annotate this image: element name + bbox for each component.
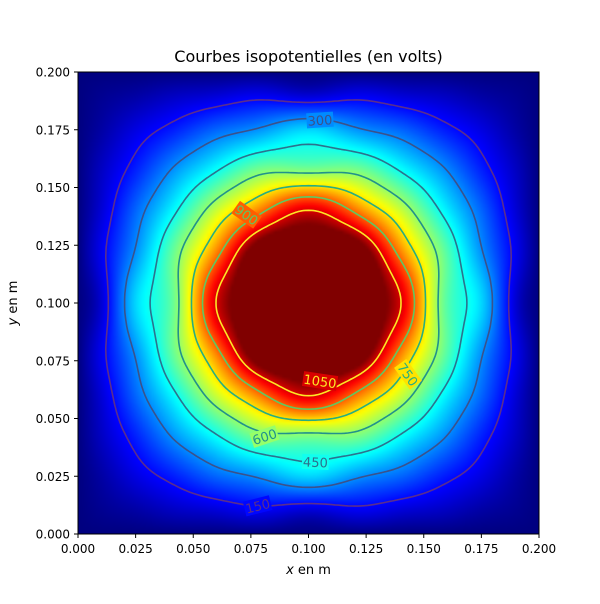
y-axis: 0.000 0.025 0.050 0.075 0.100 0.125 0.150 0.175… — [36, 66, 78, 542]
contour-label-gap-900 — [231, 200, 262, 229]
y-tick-label: 0.200 — [36, 66, 70, 80]
y-tick-label: 0.100 — [36, 297, 70, 311]
x-axis-label: x en m — [285, 563, 331, 578]
contour-label-text-450: 450 — [303, 455, 328, 471]
contour-label-450: 450 — [301, 453, 330, 471]
y-axis-label-var: y — [6, 317, 21, 326]
x-tick-label: 0.125 — [349, 542, 383, 556]
contour-line-150 — [105, 99, 512, 507]
contour-line-900 — [201, 196, 416, 410]
y-tick-label: 0.025 — [36, 470, 70, 484]
x-tick-label: 0.000 — [61, 542, 95, 556]
contour-label-600: 600 — [249, 425, 280, 449]
x-tick-label: 0.150 — [407, 542, 441, 556]
contour-label-gap-750 — [394, 359, 422, 390]
contour-label-text-600: 600 — [251, 427, 279, 449]
x-axis-label-rest: en m — [294, 563, 331, 578]
y-tick-label: 0.000 — [36, 528, 70, 542]
y-tick-label: 0.050 — [36, 412, 70, 426]
x-tick-label: 0.075 — [234, 542, 268, 556]
y-tick-label: 0.150 — [36, 181, 70, 195]
contour-label-gap-150 — [242, 495, 273, 517]
contour-label-text-150: 150 — [244, 497, 272, 518]
contour-label-gap-600 — [249, 425, 280, 448]
x-tick-label: 0.175 — [464, 542, 498, 556]
y-tick-label: 0.175 — [36, 123, 70, 137]
contour-label-text-1050: 1050 — [302, 373, 337, 393]
x-axis-label-var: x — [285, 563, 294, 578]
contour-line-300 — [123, 117, 494, 489]
contour-line-1050 — [215, 209, 402, 397]
x-tick-label: 0.100 — [291, 542, 325, 556]
y-axis-label-rest: en m — [6, 281, 21, 318]
y-tick-label: 0.125 — [36, 239, 70, 253]
contour-label-1050: 1050 — [301, 371, 339, 393]
x-axis: 0.000 0.025 0.050 0.075 0.100 0.125 0.150 0.175… — [61, 534, 556, 556]
contour-label-gap-1050 — [301, 371, 339, 391]
x-tick-label: 0.200 — [522, 542, 556, 556]
contour-label-text-300: 300 — [307, 113, 333, 130]
x-tick-label: 0.025 — [118, 542, 152, 556]
contour-label-750: 750 — [393, 359, 422, 390]
contour-label-gap-300 — [306, 111, 334, 129]
chart-title: Courbes isopotentielles (en volts) — [174, 47, 443, 66]
contour-label-150: 150 — [242, 495, 273, 518]
y-tick-label: 0.075 — [36, 354, 70, 368]
x-tick-label: 0.050 — [176, 542, 210, 556]
y-axis-label: y en m — [6, 281, 21, 327]
contour-label-gap-450 — [301, 453, 330, 470]
contour-label-300: 300 — [306, 111, 334, 130]
